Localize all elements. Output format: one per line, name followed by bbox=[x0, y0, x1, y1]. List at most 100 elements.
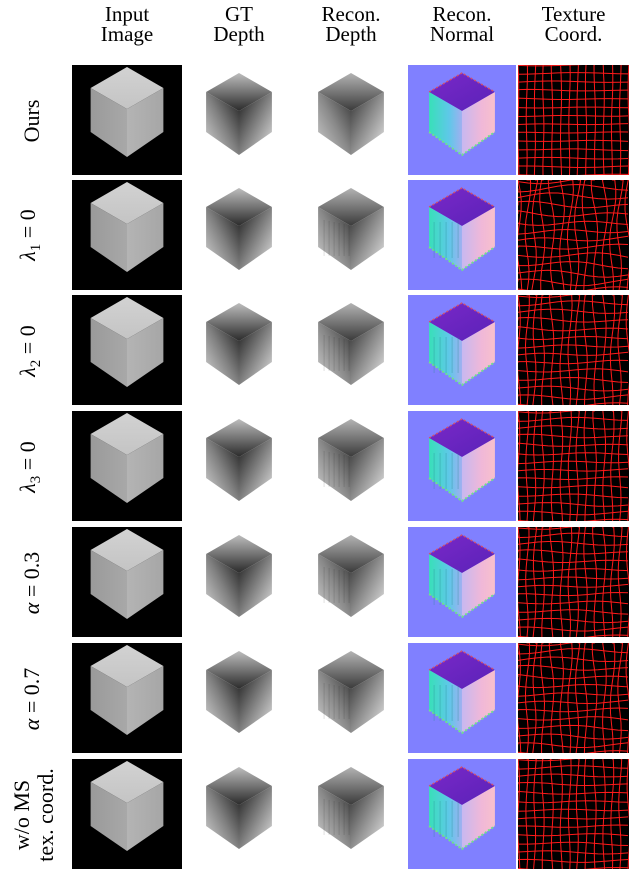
texture-grid bbox=[518, 527, 629, 637]
cube-right-face bbox=[239, 670, 272, 733]
image-recondepth-row-3 bbox=[318, 419, 384, 501]
grid-line-vertical bbox=[618, 411, 623, 521]
grid-line-horizontal bbox=[518, 252, 629, 258]
row-label-symbol: α bbox=[19, 602, 44, 615]
cube-top-face bbox=[429, 303, 495, 341]
cube-left-face bbox=[90, 666, 127, 735]
col-header-line2: Coord. bbox=[544, 22, 603, 46]
grid-line-horizontal bbox=[518, 183, 629, 193]
grid-line-vertical bbox=[524, 180, 532, 290]
grid-line-horizontal bbox=[518, 502, 629, 507]
grid-line-vertical bbox=[583, 759, 588, 869]
grid-line-vertical bbox=[591, 295, 598, 405]
cube-left-face bbox=[206, 207, 239, 270]
grid-line-vertical bbox=[610, 65, 614, 175]
cube-right-face bbox=[239, 207, 272, 270]
grid-line-horizontal bbox=[518, 468, 629, 472]
grid-line-horizontal bbox=[518, 634, 629, 637]
row-label-value: = 0 bbox=[14, 325, 40, 360]
grid-line-vertical bbox=[610, 411, 615, 521]
grid-line-horizontal bbox=[518, 673, 629, 680]
cube-right-face bbox=[351, 670, 384, 733]
grid-line-horizontal bbox=[518, 376, 629, 383]
grid-line-horizontal bbox=[518, 664, 629, 671]
cube-right-face bbox=[351, 92, 384, 155]
grid-line-vertical bbox=[550, 65, 554, 175]
grid-line-horizontal bbox=[518, 106, 629, 109]
grid-line-horizontal bbox=[518, 549, 629, 555]
cube-top-face bbox=[90, 413, 164, 455]
grid-line-vertical bbox=[549, 759, 554, 869]
image-normal-row-5 bbox=[408, 643, 516, 753]
grid-line-horizontal bbox=[518, 699, 629, 705]
grid-line-vertical bbox=[590, 180, 599, 290]
grid-line-horizontal bbox=[518, 716, 629, 721]
col-header-recon-normal: Recon. Normal bbox=[408, 2, 516, 46]
grid-line-horizontal bbox=[518, 591, 629, 597]
grid-line-horizontal bbox=[518, 609, 629, 615]
cube-right-face bbox=[351, 786, 384, 849]
image-recondepth-row-2 bbox=[318, 303, 384, 385]
grid-line-horizontal bbox=[518, 683, 629, 689]
grid-line-horizontal bbox=[518, 295, 575, 299]
row-label-value: = 0 bbox=[14, 441, 40, 476]
grid-line-vertical bbox=[609, 295, 616, 405]
row-label-symbol: λ bbox=[14, 251, 40, 261]
grid-line-horizontal bbox=[518, 433, 629, 439]
col-header-line2: Normal bbox=[429, 22, 495, 46]
cube-top-face bbox=[318, 535, 384, 573]
image-texture-row-6 bbox=[518, 759, 629, 869]
cube-top-face bbox=[318, 303, 384, 341]
grid-line-vertical bbox=[518, 180, 523, 290]
image-input-row-2 bbox=[72, 295, 182, 405]
image-normal-row-1 bbox=[408, 180, 516, 290]
cube-right-face bbox=[239, 786, 272, 849]
grid-line-horizontal bbox=[518, 300, 629, 307]
cube-left-face bbox=[429, 438, 462, 501]
cube-top-face bbox=[206, 535, 272, 573]
grid-line-vertical bbox=[617, 295, 623, 405]
image-recondepth-row-1 bbox=[318, 188, 384, 270]
grid-line-horizontal bbox=[518, 617, 629, 624]
cube-left-face bbox=[318, 322, 351, 385]
grid-line-vertical bbox=[541, 759, 545, 869]
cube-left-face bbox=[206, 670, 239, 733]
cube-top-face bbox=[206, 419, 272, 457]
grid-line-vertical bbox=[540, 411, 545, 521]
grid-line-vertical bbox=[602, 643, 607, 753]
grid-line-horizontal bbox=[518, 269, 629, 278]
col-header-line1: Recon. bbox=[432, 2, 492, 26]
grid-line-horizontal bbox=[518, 115, 629, 118]
grid-line-horizontal bbox=[518, 286, 629, 290]
grid-line-horizontal bbox=[518, 850, 629, 855]
cube-right-face bbox=[351, 207, 384, 270]
row-label-text: α = 0.7 bbox=[19, 667, 44, 730]
cube-left-face bbox=[429, 322, 462, 385]
texture-grid bbox=[518, 643, 629, 753]
grid-line-horizontal bbox=[518, 824, 629, 828]
cube-top-edge bbox=[428, 302, 496, 323]
grid-line-horizontal bbox=[518, 510, 629, 516]
grid-line-vertical bbox=[533, 65, 537, 175]
row-label-alpha07: α = 0.7 bbox=[2, 644, 62, 754]
grid-line-vertical bbox=[592, 759, 597, 869]
grid-line-vertical bbox=[602, 527, 607, 637]
row-label-value: = 0.7 bbox=[19, 667, 44, 719]
grid-line-horizontal bbox=[518, 131, 629, 134]
col-header-line1: Recon. bbox=[321, 2, 381, 26]
row-label-text: Ours bbox=[19, 99, 44, 143]
grid-line-horizontal bbox=[518, 210, 629, 218]
grid-line-vertical bbox=[576, 65, 579, 175]
grid-line-vertical bbox=[518, 759, 521, 869]
cube-top-face bbox=[429, 535, 495, 573]
cube-top-face bbox=[318, 651, 384, 689]
cube-left-face bbox=[429, 207, 462, 270]
image-gtdepth-row-5 bbox=[206, 651, 272, 733]
row-label-alpha03: α = 0.3 bbox=[2, 528, 62, 638]
grid-line-horizontal bbox=[518, 648, 629, 655]
col-header-line2: Image bbox=[100, 22, 154, 46]
cube-right-face bbox=[239, 438, 272, 501]
cube-right-face bbox=[462, 786, 495, 849]
grid-line-horizontal bbox=[518, 541, 629, 546]
cube-top-face bbox=[90, 67, 164, 109]
